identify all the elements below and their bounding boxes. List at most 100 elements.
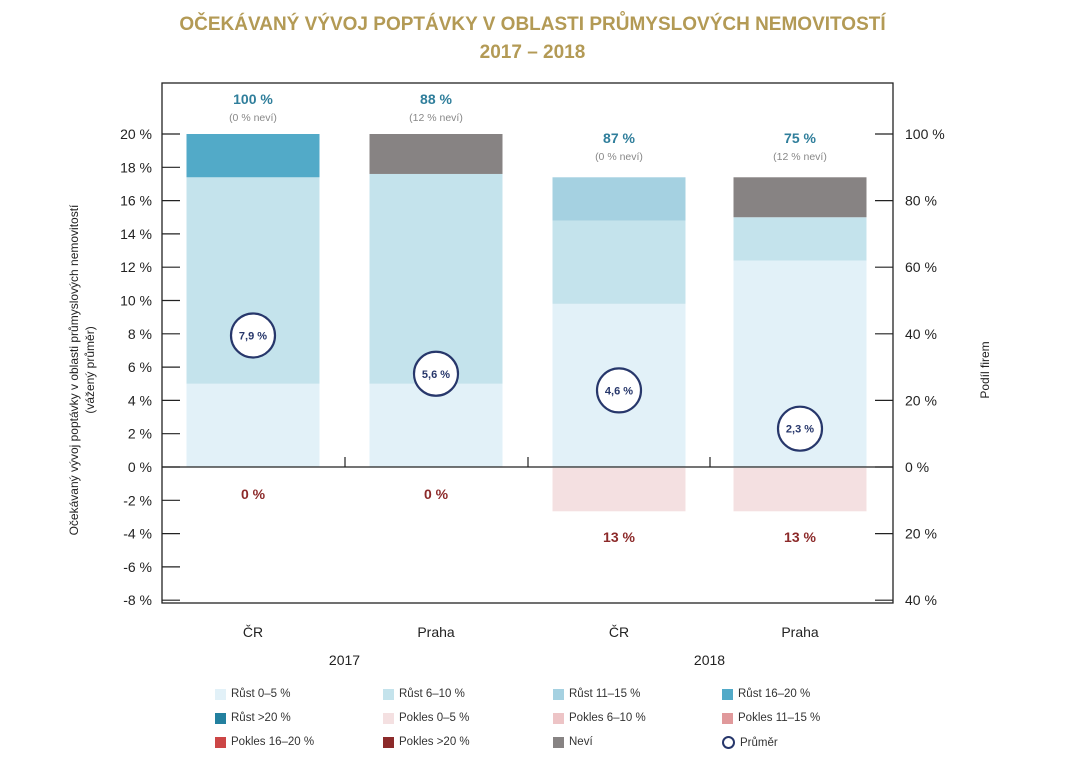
bar-segment — [552, 177, 686, 221]
average-marker — [776, 405, 824, 452]
plot-frame — [161, 82, 894, 604]
legend-swatch — [215, 712, 226, 724]
legend-label: Růst 11–15 % — [569, 688, 641, 700]
group-label: 2017 — [329, 652, 360, 668]
bar-segment — [186, 134, 320, 178]
legend-item: Růst 11–15 % — [553, 688, 640, 700]
legend-label: Pokles 0–5 % — [399, 712, 470, 724]
legend-item: Růst >20 % — [215, 712, 291, 724]
bar-unknown-label: (0 % neví) — [595, 151, 643, 163]
legend-item: Neví — [553, 736, 593, 748]
bar-segment — [733, 468, 867, 512]
legend-label: Pokles 11–15 % — [738, 712, 821, 724]
chart-title: OČEKÁVANÝ VÝVOJ POPTÁVKY V OBLASTI PRŮMY… — [179, 14, 886, 35]
average-marker — [229, 312, 277, 359]
legend-item: Růst 0–5 % — [215, 688, 290, 700]
average-label: 4,6 % — [605, 385, 633, 397]
right-axis-tick-label: 0 % — [905, 459, 929, 475]
left-axis-tick-label: 2 % — [128, 426, 152, 442]
legend-swatch — [383, 736, 394, 748]
left-axis-tick-label: -4 % — [123, 526, 152, 542]
legend-label: Pokles >20 % — [399, 736, 470, 748]
bar-unknown-label: (12 % neví) — [773, 151, 827, 163]
group-label: 2018 — [694, 652, 725, 668]
legend-label: Pokles 16–20 % — [231, 736, 315, 748]
average-label: 7,9 % — [239, 330, 267, 342]
legend-swatch — [383, 688, 394, 700]
left-axis-tick-label: 10 % — [120, 293, 152, 309]
left-axis-tick-label: -2 % — [123, 492, 152, 508]
legend-label: Pokles 6–10 % — [569, 712, 646, 724]
category-label: ČR — [243, 624, 263, 640]
bar-segment — [186, 383, 320, 467]
left-axis-tick-label: 14 % — [120, 226, 152, 242]
bar-unknown-label: (12 % neví) — [409, 112, 463, 124]
legend-item: Průměr — [722, 736, 778, 749]
legend-swatch — [383, 712, 394, 724]
bar-unknown-label: (0 % neví) — [229, 112, 277, 124]
right-axis-tick-label: 40 % — [905, 592, 937, 608]
chart-subtitle: 2017 – 2018 — [479, 42, 586, 63]
left-axis-tick-label: 20 % — [120, 126, 152, 142]
bar-segment — [552, 468, 686, 512]
legend-item: Růst 16–20 % — [722, 688, 810, 700]
bar-decline-label: 13 % — [603, 529, 635, 545]
legend-swatch — [215, 736, 226, 748]
left-axis-subtitle: (vážený průměr) — [83, 326, 97, 413]
average-label: 2,3 % — [786, 424, 814, 436]
bar-total-label: 75 % — [784, 130, 816, 146]
legend-swatch — [553, 736, 564, 748]
legend-swatch — [215, 688, 226, 700]
legend-item: Pokles >20 % — [383, 736, 470, 748]
legend-label: Růst 16–20 % — [738, 688, 811, 700]
left-axis-tick-label: 8 % — [128, 326, 152, 342]
right-axis-tick-label: 20 % — [905, 392, 937, 408]
right-axis-tick-label: 20 % — [905, 526, 937, 542]
legend-item: Pokles 11–15 % — [722, 712, 820, 724]
left-axis-tick-label: 16 % — [120, 193, 152, 209]
bar-segment — [369, 383, 503, 467]
category-label: Praha — [781, 624, 819, 640]
legend-label: Neví — [569, 736, 593, 748]
bar-total-label: 87 % — [603, 130, 635, 146]
right-axis-tick-label: 60 % — [905, 259, 937, 275]
left-axis-tick-label: -6 % — [123, 559, 152, 575]
bar-segment — [369, 134, 503, 174]
right-axis-tick-label: 80 % — [905, 193, 937, 209]
bar-decline-label: 13 % — [784, 529, 816, 545]
legend-label: Průměr — [740, 736, 778, 749]
left-axis-tick-label: 6 % — [128, 359, 152, 375]
left-axis-tick-label: 0 % — [128, 459, 152, 475]
left-axis-tick-label: -8 % — [123, 592, 152, 608]
category-label: Praha — [417, 624, 455, 640]
right-axis-title: Podíl firem — [978, 341, 992, 398]
legend-item: Růst 6–10 % — [383, 688, 465, 700]
legend-swatch — [553, 712, 564, 724]
legend-circle-icon — [722, 736, 735, 749]
average-marker — [595, 367, 643, 414]
legend-swatch — [722, 688, 733, 700]
right-axis-tick-label: 40 % — [905, 326, 937, 342]
left-axis-tick-label: 4 % — [128, 392, 152, 408]
legend-swatch — [553, 688, 564, 700]
bar-total-label: 88 % — [420, 91, 452, 107]
bar-decline-label: 0 % — [241, 486, 266, 502]
left-axis-tick-label: 12 % — [120, 259, 152, 275]
bar-segment — [369, 173, 503, 384]
bar-segment — [733, 217, 867, 261]
category-label: ČR — [609, 624, 629, 640]
average-label: 5,6 % — [422, 369, 450, 381]
bar-total-label: 100 % — [233, 91, 273, 107]
right-axis-tick-label: 100 % — [905, 126, 945, 142]
bar-decline-label: 0 % — [424, 486, 449, 502]
legend-item: Pokles 6–10 % — [553, 712, 646, 724]
bar-segment — [552, 220, 686, 304]
bar-segment — [733, 177, 867, 218]
legend-swatch — [722, 712, 733, 724]
legend-label: Růst 6–10 % — [399, 688, 465, 700]
legend-item: Pokles 16–20 % — [215, 736, 314, 748]
legend-label: Růst 0–5 % — [231, 688, 291, 700]
left-axis-title: Očekávaný vývoj poptávky v oblasti průmy… — [67, 204, 81, 535]
legend-item: Pokles 0–5 % — [383, 712, 469, 724]
